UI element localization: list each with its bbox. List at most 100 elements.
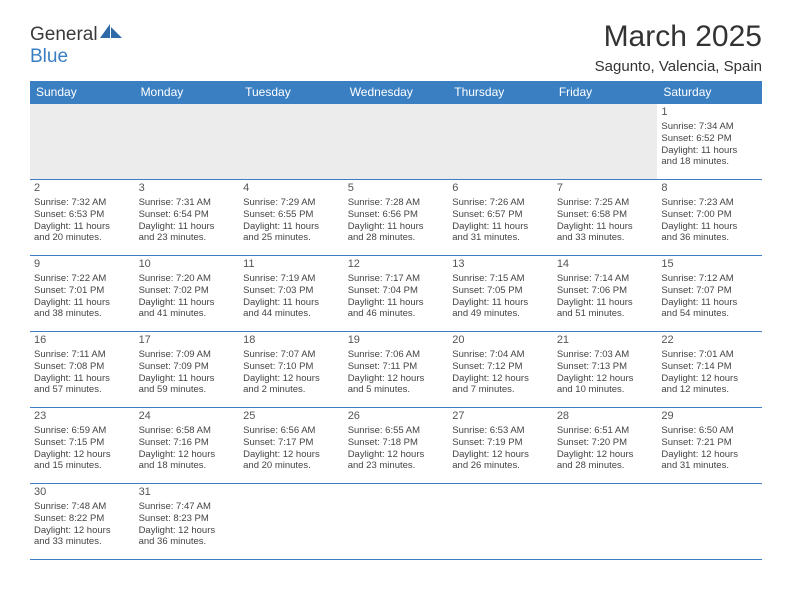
day-detail: Daylight: 12 hours bbox=[243, 373, 340, 385]
day-detail: Sunset: 8:23 PM bbox=[139, 513, 236, 525]
day-detail: Sunrise: 7:22 AM bbox=[34, 273, 131, 285]
day-detail: Sunset: 6:56 PM bbox=[348, 209, 445, 221]
calendar-cell bbox=[448, 484, 553, 560]
day-number: 27 bbox=[452, 410, 549, 424]
calendar-cell: 19Sunrise: 7:06 AMSunset: 7:11 PMDayligh… bbox=[344, 332, 449, 408]
day-detail: Sunset: 6:54 PM bbox=[139, 209, 236, 221]
weekday-header-row: Sunday Monday Tuesday Wednesday Thursday… bbox=[30, 81, 762, 104]
day-detail: Sunrise: 6:59 AM bbox=[34, 425, 131, 437]
day-detail: Daylight: 12 hours bbox=[557, 373, 654, 385]
calendar-row: 30Sunrise: 7:48 AMSunset: 8:22 PMDayligh… bbox=[30, 484, 762, 560]
day-detail: Daylight: 12 hours bbox=[661, 373, 758, 385]
calendar-cell: 31Sunrise: 7:47 AMSunset: 8:23 PMDayligh… bbox=[135, 484, 240, 560]
day-detail: Sunrise: 6:53 AM bbox=[452, 425, 549, 437]
calendar-cell: 29Sunrise: 6:50 AMSunset: 7:21 PMDayligh… bbox=[657, 408, 762, 484]
day-number: 21 bbox=[557, 334, 654, 348]
day-detail: Sunset: 6:55 PM bbox=[243, 209, 340, 221]
day-detail: Sunset: 7:02 PM bbox=[139, 285, 236, 297]
logo-word2: Blue bbox=[30, 46, 68, 67]
day-detail: and 33 minutes. bbox=[557, 232, 654, 244]
day-detail: Daylight: 11 hours bbox=[557, 297, 654, 309]
day-detail: Daylight: 12 hours bbox=[34, 525, 131, 537]
day-detail: Sunrise: 7:29 AM bbox=[243, 197, 340, 209]
col-monday: Monday bbox=[135, 81, 240, 104]
day-detail: Sunrise: 6:51 AM bbox=[557, 425, 654, 437]
day-detail: Daylight: 11 hours bbox=[661, 221, 758, 233]
calendar-cell bbox=[135, 104, 240, 180]
day-detail: and 31 minutes. bbox=[661, 460, 758, 472]
day-detail: Sunrise: 6:56 AM bbox=[243, 425, 340, 437]
header: GeneralBlue March 2025 Sagunto, Valencia… bbox=[30, 22, 762, 75]
day-detail: Daylight: 12 hours bbox=[452, 449, 549, 461]
title-block: March 2025 Sagunto, Valencia, Spain bbox=[595, 22, 762, 75]
day-detail: and 57 minutes. bbox=[34, 384, 131, 396]
day-number: 10 bbox=[139, 258, 236, 272]
day-detail: Daylight: 11 hours bbox=[452, 221, 549, 233]
day-detail: Sunrise: 7:12 AM bbox=[661, 273, 758, 285]
calendar-cell: 12Sunrise: 7:17 AMSunset: 7:04 PMDayligh… bbox=[344, 256, 449, 332]
day-number: 9 bbox=[34, 258, 131, 272]
day-number: 11 bbox=[243, 258, 340, 272]
day-detail: Daylight: 12 hours bbox=[139, 525, 236, 537]
calendar-cell: 17Sunrise: 7:09 AMSunset: 7:09 PMDayligh… bbox=[135, 332, 240, 408]
day-detail: Daylight: 11 hours bbox=[452, 297, 549, 309]
day-number: 14 bbox=[557, 258, 654, 272]
col-friday: Friday bbox=[553, 81, 658, 104]
day-detail: Sunrise: 7:25 AM bbox=[557, 197, 654, 209]
day-detail: Daylight: 12 hours bbox=[557, 449, 654, 461]
calendar-cell: 3Sunrise: 7:31 AMSunset: 6:54 PMDaylight… bbox=[135, 180, 240, 256]
day-detail: Daylight: 12 hours bbox=[34, 449, 131, 461]
calendar-cell: 15Sunrise: 7:12 AMSunset: 7:07 PMDayligh… bbox=[657, 256, 762, 332]
day-detail: Sunset: 7:16 PM bbox=[139, 437, 236, 449]
day-detail: Sunrise: 7:47 AM bbox=[139, 501, 236, 513]
day-detail: and 25 minutes. bbox=[243, 232, 340, 244]
day-detail: Sunrise: 7:48 AM bbox=[34, 501, 131, 513]
day-detail: Daylight: 11 hours bbox=[348, 297, 445, 309]
day-detail: Sunset: 8:22 PM bbox=[34, 513, 131, 525]
day-detail: Sunset: 6:53 PM bbox=[34, 209, 131, 221]
day-detail: Sunrise: 7:07 AM bbox=[243, 349, 340, 361]
page-subtitle: Sagunto, Valencia, Spain bbox=[595, 58, 762, 75]
day-detail: and 20 minutes. bbox=[243, 460, 340, 472]
day-detail: and 18 minutes. bbox=[139, 460, 236, 472]
day-detail: Sunset: 7:21 PM bbox=[661, 437, 758, 449]
day-number: 24 bbox=[139, 410, 236, 424]
calendar-cell bbox=[448, 104, 553, 180]
day-detail: and 20 minutes. bbox=[34, 232, 131, 244]
day-detail: and 18 minutes. bbox=[661, 156, 758, 168]
day-number: 15 bbox=[661, 258, 758, 272]
day-detail: Sunrise: 7:17 AM bbox=[348, 273, 445, 285]
calendar-cell: 24Sunrise: 6:58 AMSunset: 7:16 PMDayligh… bbox=[135, 408, 240, 484]
day-detail: Sunset: 7:00 PM bbox=[661, 209, 758, 221]
day-number: 1 bbox=[661, 106, 758, 120]
logo: GeneralBlue bbox=[30, 22, 124, 68]
day-detail: and 36 minutes. bbox=[139, 536, 236, 548]
calendar-row: 2Sunrise: 7:32 AMSunset: 6:53 PMDaylight… bbox=[30, 180, 762, 256]
day-detail: Sunset: 6:57 PM bbox=[452, 209, 549, 221]
calendar-cell bbox=[30, 104, 135, 180]
day-detail: and 38 minutes. bbox=[34, 308, 131, 320]
day-number: 20 bbox=[452, 334, 549, 348]
day-number: 3 bbox=[139, 182, 236, 196]
day-detail: Sunset: 7:04 PM bbox=[348, 285, 445, 297]
day-detail: Sunset: 7:01 PM bbox=[34, 285, 131, 297]
day-detail: and 54 minutes. bbox=[661, 308, 758, 320]
day-detail: Sunset: 7:14 PM bbox=[661, 361, 758, 373]
day-number: 30 bbox=[34, 486, 131, 500]
day-detail: Daylight: 11 hours bbox=[34, 373, 131, 385]
col-tuesday: Tuesday bbox=[239, 81, 344, 104]
day-detail: Sunset: 7:10 PM bbox=[243, 361, 340, 373]
col-saturday: Saturday bbox=[657, 81, 762, 104]
day-detail: Sunset: 7:13 PM bbox=[557, 361, 654, 373]
day-number: 2 bbox=[34, 182, 131, 196]
day-detail: Daylight: 11 hours bbox=[243, 297, 340, 309]
day-detail: and 49 minutes. bbox=[452, 308, 549, 320]
day-detail: Daylight: 12 hours bbox=[661, 449, 758, 461]
day-number: 23 bbox=[34, 410, 131, 424]
day-detail: Daylight: 12 hours bbox=[139, 449, 236, 461]
day-detail: and 23 minutes. bbox=[139, 232, 236, 244]
calendar-cell: 25Sunrise: 6:56 AMSunset: 7:17 PMDayligh… bbox=[239, 408, 344, 484]
day-detail: Sunrise: 6:50 AM bbox=[661, 425, 758, 437]
calendar-cell: 10Sunrise: 7:20 AMSunset: 7:02 PMDayligh… bbox=[135, 256, 240, 332]
calendar-table: Sunday Monday Tuesday Wednesday Thursday… bbox=[30, 81, 762, 560]
